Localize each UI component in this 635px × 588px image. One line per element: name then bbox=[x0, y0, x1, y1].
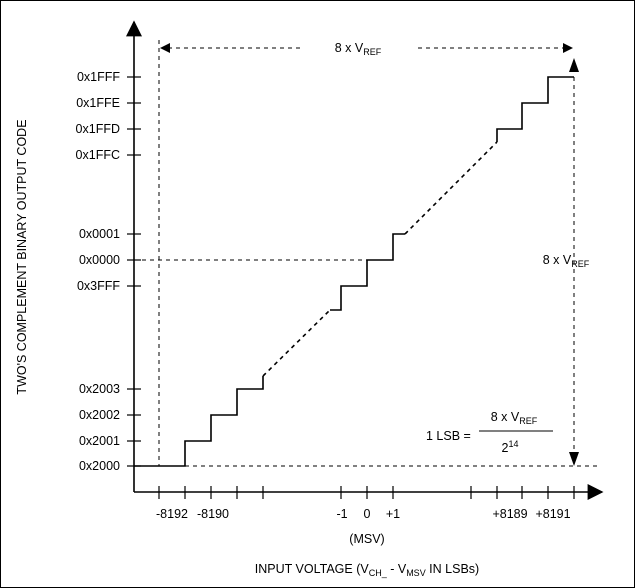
y-tick-label: 0x0000 bbox=[79, 253, 120, 267]
x-tick-label: +1 bbox=[386, 507, 400, 521]
x-tick-marks bbox=[158, 486, 575, 499]
y-tick-label: 0x2001 bbox=[79, 434, 120, 448]
y-tick-label: 0x1FFC bbox=[76, 148, 120, 162]
transfer-staircase-mid bbox=[330, 233, 405, 311]
staircase-gap-upper bbox=[404, 141, 498, 235]
y-tick-label: 0x3FFF bbox=[77, 279, 120, 293]
x-tick-label: +8191 bbox=[535, 507, 570, 521]
y-tick-label: 0x2000 bbox=[79, 459, 120, 473]
x-tick-label: +8189 bbox=[492, 507, 527, 521]
lsb-formula-numerator: 8 x VREF bbox=[491, 410, 538, 426]
top-span-label: 8 x VREF bbox=[335, 41, 382, 57]
y-axis-title: TWO'S COMPLEMENT BINARY OUTPUT CODE bbox=[15, 119, 29, 394]
right-span-label: 8 x VREF bbox=[543, 253, 590, 269]
y-tick-label: 0x0001 bbox=[79, 227, 120, 241]
y-tick-labels: 0x1FFF 0x1FFE 0x1FFD 0x1FFC 0x0001 0x000… bbox=[76, 70, 121, 473]
y-tick-label: 0x1FFE bbox=[76, 96, 120, 110]
lsb-formula-lhs: 1 LSB = bbox=[426, 429, 471, 443]
transfer-staircase-high bbox=[496, 76, 574, 142]
msv-label: (MSV) bbox=[349, 532, 384, 546]
x-tick-label: -8192 bbox=[156, 507, 188, 521]
lsb-formula: 1 LSB = 8 x VREF 214 bbox=[426, 410, 553, 455]
x-axis-title: INPUT VOLTAGE (VCH_ - VMSV IN LSBs) bbox=[255, 562, 479, 578]
reference-lines bbox=[134, 40, 600, 467]
lsb-formula-denominator: 214 bbox=[502, 439, 519, 455]
y-tick-label: 0x1FFF bbox=[77, 70, 120, 84]
right-span-arrow-down bbox=[569, 452, 579, 466]
x-tick-labels: -8192 -8190 -1 0 +1 +8189 +8191 bbox=[156, 507, 571, 521]
y-tick-label: 0x2003 bbox=[79, 382, 120, 396]
x-tick-label: 0 bbox=[364, 507, 371, 521]
right-span-arrow-up bbox=[569, 58, 579, 72]
y-tick-label: 0x2002 bbox=[79, 408, 120, 422]
x-tick-label: -1 bbox=[336, 507, 347, 521]
staircase-gap-lower bbox=[262, 309, 331, 377]
y-tick-label: 0x1FFD bbox=[76, 122, 120, 136]
x-tick-label: -8190 bbox=[197, 507, 229, 521]
transfer-staircase-low bbox=[134, 376, 264, 467]
